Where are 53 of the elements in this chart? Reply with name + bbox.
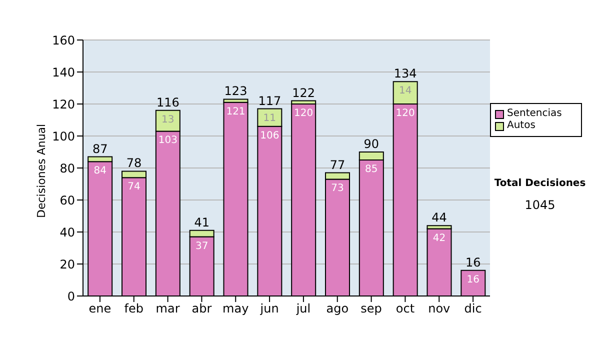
data-label: 14 — [398, 86, 412, 97]
x-tick-label: sep — [360, 302, 382, 316]
data-label: 16 — [466, 274, 480, 286]
total-label: 87 — [92, 142, 108, 156]
y-tick-label: 0 — [67, 289, 75, 304]
data-label: 120 — [396, 108, 415, 119]
x-tick-label: jun — [259, 302, 279, 316]
data-label: 85 — [365, 164, 378, 175]
total-label: 78 — [126, 156, 142, 170]
total-label: 123 — [224, 84, 248, 98]
total-label: 77 — [330, 158, 346, 172]
y-tick-label: 160 — [52, 33, 75, 48]
data-label: 42 — [432, 232, 446, 244]
y-axis-title: Decisiones Anual — [34, 124, 48, 218]
x-tick-label: ago — [326, 302, 349, 316]
data-label: 120 — [294, 108, 314, 119]
y-tick-label: 80 — [60, 161, 75, 176]
y-tick-label: 120 — [52, 97, 75, 112]
text: Total Decisiones — [493, 178, 587, 189]
x-tick-label: ene — [88, 302, 112, 316]
x-tick-label: may — [222, 302, 249, 316]
y-tick-label: 140 — [52, 65, 75, 80]
data-label: 121 — [226, 106, 246, 118]
y-tick-label: 20 — [60, 257, 75, 272]
x-tick-label: abr — [192, 302, 212, 316]
total-label: 44 — [432, 210, 447, 225]
data-label: 11 — [263, 112, 276, 124]
x-tick-label: jul — [295, 302, 311, 316]
legend-label: Sentencias — [507, 108, 562, 120]
data-label: 103 — [158, 135, 178, 146]
total-label: 134 — [394, 66, 417, 81]
x-tick-label: oct — [396, 302, 415, 316]
data-label: 73 — [331, 183, 344, 194]
data-label: 74 — [128, 182, 140, 193]
data-label: 37 — [195, 240, 208, 252]
x-tick-label: feb — [124, 302, 144, 316]
x-tick-label: mar — [156, 302, 180, 316]
y-tick-label: 60 — [60, 193, 75, 208]
y-tick-label: 40 — [60, 225, 75, 240]
total-label: 16 — [466, 255, 481, 270]
total-label: 41 — [194, 215, 210, 230]
x-tick-label: dic — [464, 302, 482, 316]
y-tick-label: 100 — [52, 129, 75, 144]
legend-label: Autos — [507, 120, 536, 132]
x-tick-label: nov — [428, 302, 450, 316]
total-label: 116 — [156, 95, 180, 110]
data-label: 106 — [260, 130, 280, 142]
text: 1045 — [524, 198, 556, 212]
data-label: 84 — [94, 166, 106, 177]
total-label: 122 — [292, 86, 316, 100]
total-label: 90 — [364, 137, 380, 151]
total-label: 117 — [258, 94, 282, 108]
data-label: 13 — [162, 114, 174, 126]
